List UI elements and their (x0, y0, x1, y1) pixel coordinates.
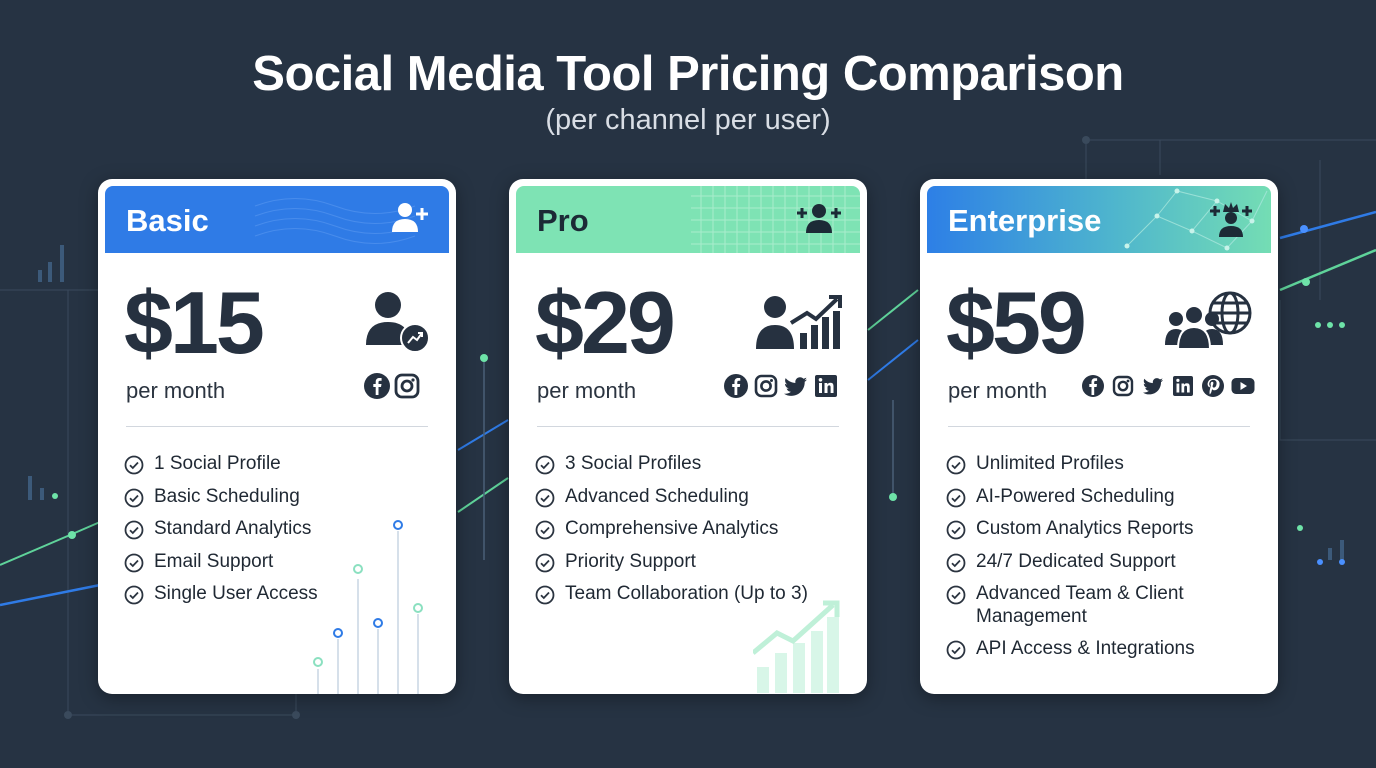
growth-chart-decoration (753, 600, 840, 693)
divider (537, 426, 839, 427)
feature-item: Standard Analytics (124, 518, 318, 541)
check-circle-icon (535, 488, 555, 507)
linkedin-icon (815, 375, 837, 397)
check-circle-icon (535, 553, 555, 572)
check-circle-icon (946, 585, 966, 605)
feature-item: Advanced Scheduling (535, 486, 808, 509)
check-circle-icon (535, 585, 555, 605)
feature-list: 1 Social Profile Basic Scheduling Standard… (124, 453, 318, 616)
feature-item: Single User Access (124, 583, 318, 606)
feature-item: AI-Powered Scheduling (946, 486, 1195, 509)
youtube-icon (1231, 378, 1255, 394)
divider (948, 426, 1250, 427)
team-globe-icon (1165, 291, 1252, 350)
feature-text: Advanced Scheduling (565, 485, 749, 507)
feature-text: Priority Support (565, 550, 696, 572)
check-circle-icon (124, 488, 144, 507)
feature-text: 24/7 Dedicated Support (976, 550, 1176, 572)
plan-price: $15 (124, 273, 265, 372)
check-circle-icon (535, 455, 555, 475)
grid-pattern (691, 186, 860, 253)
feature-item: 3 Social Profiles (535, 453, 808, 476)
feature-item: Email Support (124, 551, 318, 574)
feature-text: Single User Access (154, 583, 318, 604)
feature-text: Comprehensive Analytics (565, 518, 779, 539)
plan-name: Pro (537, 203, 589, 238)
facebook-icon (724, 374, 748, 398)
check-circle-icon (124, 520, 144, 540)
check-circle-icon (946, 640, 966, 660)
check-circle-icon (946, 488, 966, 507)
check-circle-icon (124, 455, 144, 475)
feature-item: Comprehensive Analytics (535, 518, 808, 541)
feature-text: 3 Social Profiles (565, 453, 702, 474)
plan-period: per month (126, 378, 226, 403)
feature-item: Advanced Team & Client Management (946, 583, 1195, 628)
chart-decoration (313, 520, 423, 694)
feature-text: Custom Analytics Reports (976, 518, 1194, 539)
check-circle-icon (946, 520, 966, 540)
twitter-icon (1142, 378, 1163, 395)
feature-text: Unlimited Profiles (976, 453, 1124, 474)
instagram-icon (394, 373, 420, 399)
feature-text: AI-Powered Scheduling (976, 485, 1175, 507)
facebook-icon (364, 373, 390, 399)
user-growth-icon (366, 292, 430, 353)
feature-text: Basic Scheduling (154, 485, 300, 507)
plan-name: Enterprise (948, 203, 1102, 238)
feature-list: 3 Social Profiles Advanced Scheduling Comp… (535, 453, 808, 616)
twitter-icon (784, 377, 807, 396)
plan-header-enterprise: Enterprise (927, 186, 1271, 253)
facebook-icon (1082, 375, 1104, 397)
feature-text: Email Support (154, 550, 274, 572)
plan-header-basic: Basic (105, 186, 449, 253)
social-icons (1080, 373, 1256, 399)
feature-text: Advanced Team & Client Management (976, 583, 1184, 627)
linkedin-icon (1173, 376, 1193, 396)
check-circle-icon (946, 553, 966, 572)
feature-item: Basic Scheduling (124, 486, 318, 509)
social-icons (723, 373, 839, 399)
feature-item: Team Collaboration (Up to 3) (535, 583, 808, 606)
divider (126, 426, 428, 427)
feature-item: Priority Support (535, 551, 808, 574)
instagram-icon (1112, 375, 1134, 397)
page-subtitle: (per channel per user) (545, 104, 831, 136)
feature-text: Standard Analytics (154, 518, 312, 539)
feature-text: Team Collaboration (Up to 3) (565, 583, 808, 604)
page-title: Social Media Tool Pricing Comparison (252, 47, 1124, 101)
feature-text: 1 Social Profile (154, 453, 281, 474)
plan-price: $29 (535, 273, 676, 372)
feature-item: Unlimited Profiles (946, 453, 1195, 476)
social-icons (364, 373, 420, 399)
instagram-icon (754, 374, 778, 398)
plan-period: per month (537, 378, 637, 403)
user-crown-icon (1210, 202, 1252, 237)
plan-card-pro: Pro $29 per month 3 Social Profiles Advan… (509, 179, 867, 694)
plan-name: Basic (126, 203, 209, 238)
user-plus-icon (392, 203, 428, 232)
user-chart-growth-icon (756, 295, 842, 349)
users-plus-icon (797, 204, 841, 233)
check-circle-icon (124, 553, 144, 572)
check-circle-icon (124, 585, 144, 605)
feature-item: Custom Analytics Reports (946, 518, 1195, 541)
plan-header-pro: Pro (516, 186, 860, 253)
network-pattern (1124, 188, 1268, 251)
feature-item: 24/7 Dedicated Support (946, 551, 1195, 574)
plan-card-basic: Basic $15 per month 1 Social Profile Basi… (98, 179, 456, 694)
check-circle-icon (946, 455, 966, 475)
feature-text: API Access & Integrations (976, 638, 1195, 659)
plan-price: $59 (946, 273, 1087, 372)
feature-item: API Access & Integrations (946, 638, 1195, 661)
pinterest-icon (1202, 375, 1224, 397)
feature-item: 1 Social Profile (124, 453, 318, 476)
feature-list: Unlimited Profiles AI-Powered Scheduling C… (946, 453, 1195, 671)
plan-period: per month (948, 378, 1048, 403)
check-circle-icon (535, 520, 555, 540)
wave-pattern (254, 198, 416, 244)
plan-card-enterprise: Enterprise $59 per month Unlimited Profi… (920, 179, 1278, 694)
